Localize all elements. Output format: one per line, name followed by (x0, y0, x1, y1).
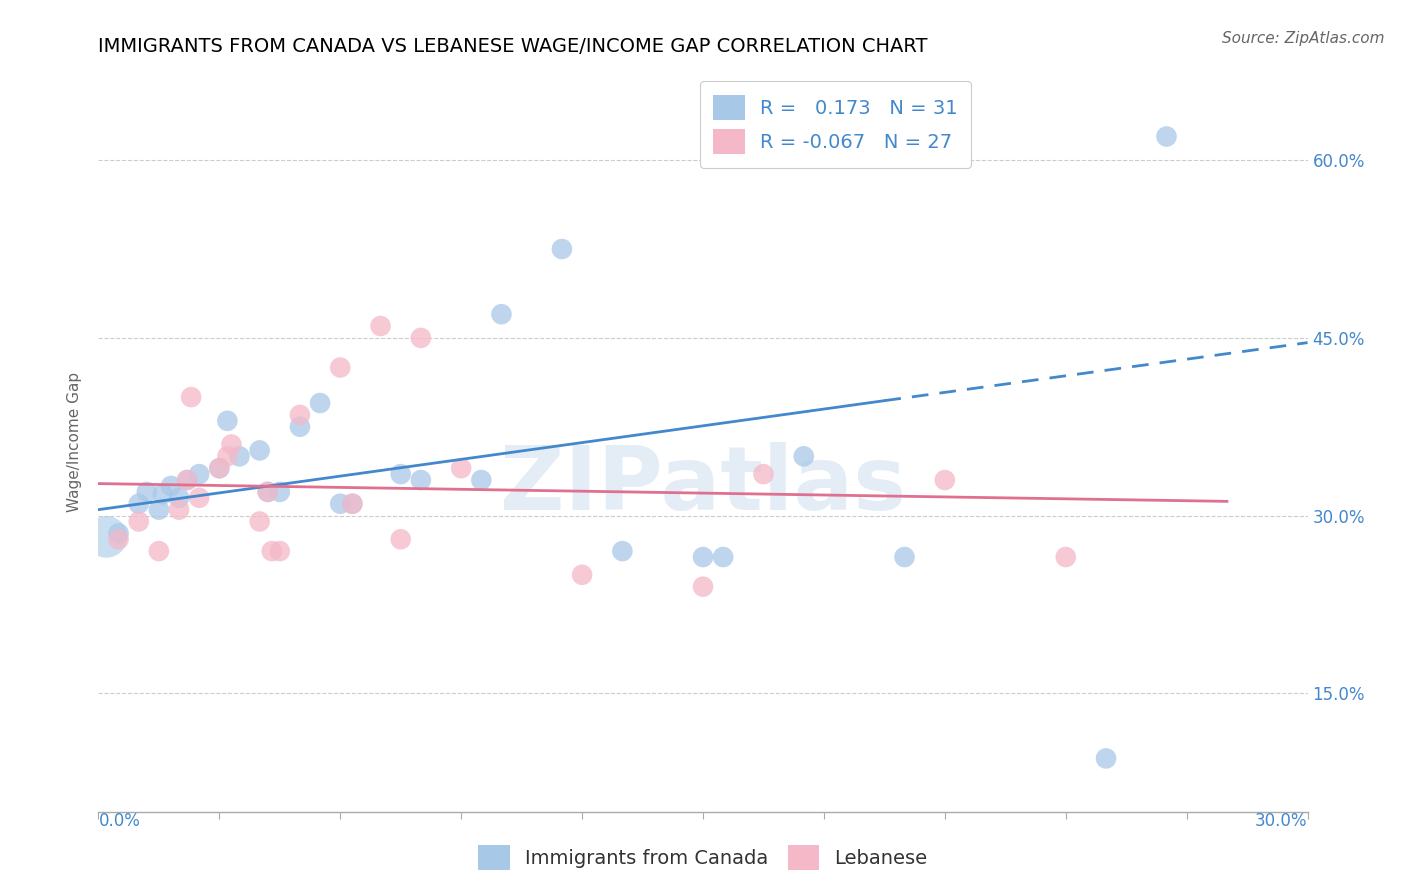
Text: 30.0%: 30.0% (1256, 812, 1308, 830)
Point (409, 473, 432, 487)
Point (571, 567, 593, 582)
Point (370, 319, 392, 334)
Point (612, 544, 634, 558)
Point (389, 467, 412, 482)
Point (692, 549, 714, 564)
Point (269, 484, 291, 499)
Point (221, 437, 243, 451)
Point (491, 307, 513, 321)
Point (1095, 751, 1118, 765)
Point (228, 450, 250, 464)
Legend: R =   0.173   N = 31, R = -0.067   N = 27: R = 0.173 N = 31, R = -0.067 N = 27 (700, 81, 972, 168)
Point (128, 515, 150, 529)
Point (188, 467, 211, 482)
Point (288, 408, 311, 422)
Point (288, 419, 311, 434)
Point (180, 390, 202, 404)
Point (309, 396, 332, 410)
Point (188, 491, 211, 505)
Point (389, 533, 412, 547)
Text: ZIPatlas: ZIPatlas (501, 442, 905, 530)
Point (249, 443, 271, 458)
Point (176, 473, 198, 487)
Point (148, 502, 170, 516)
Legend: Immigrants from Canada, Lebanese: Immigrants from Canada, Lebanese (471, 838, 935, 878)
Point (793, 450, 815, 464)
Point (269, 544, 291, 558)
Point (342, 497, 364, 511)
Point (934, 473, 956, 487)
Y-axis label: Wage/Income Gap: Wage/Income Gap (67, 371, 83, 512)
Point (107, 526, 129, 541)
Point (256, 484, 278, 499)
Point (329, 497, 352, 511)
Point (551, 242, 574, 256)
Point (249, 515, 271, 529)
Point (450, 461, 472, 475)
Point (135, 484, 157, 499)
Point (176, 473, 198, 487)
Point (107, 533, 129, 547)
Point (96, 530, 118, 544)
Point (752, 467, 775, 482)
Point (470, 473, 492, 487)
Point (793, 136, 815, 150)
Point (160, 479, 183, 493)
Text: Source: ZipAtlas.com: Source: ZipAtlas.com (1222, 31, 1385, 46)
Point (711, 549, 734, 564)
Point (692, 580, 714, 594)
Text: IMMIGRANTS FROM CANADA VS LEBANESE WAGE/INCOME GAP CORRELATION CHART: IMMIGRANTS FROM CANADA VS LEBANESE WAGE/… (98, 37, 928, 56)
Point (148, 544, 170, 558)
Point (208, 461, 231, 475)
Text: 0.0%: 0.0% (98, 812, 141, 830)
Point (409, 331, 432, 345)
Point (329, 360, 352, 375)
Point (167, 502, 190, 516)
Point (260, 544, 283, 558)
Point (152, 487, 174, 501)
Point (217, 414, 239, 428)
Point (167, 491, 190, 505)
Point (1156, 129, 1178, 144)
Point (1054, 549, 1077, 564)
Point (208, 461, 231, 475)
Point (256, 484, 278, 499)
Point (128, 497, 150, 511)
Point (893, 549, 915, 564)
Point (217, 450, 239, 464)
Point (342, 497, 364, 511)
